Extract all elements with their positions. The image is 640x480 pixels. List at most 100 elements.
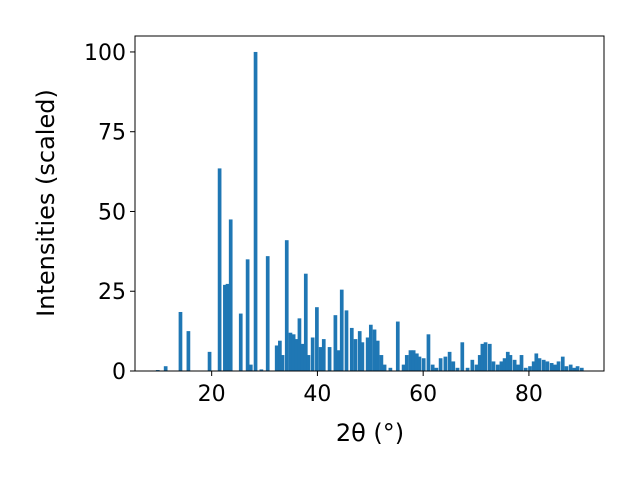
- bar: [430, 364, 435, 371]
- y-tick-label: 25: [98, 280, 126, 305]
- bar: [357, 331, 362, 371]
- bar: [564, 366, 569, 371]
- bar: [382, 364, 387, 371]
- bar: [259, 369, 264, 371]
- bar: [447, 351, 452, 371]
- bar: [303, 273, 308, 371]
- bar: [516, 364, 521, 371]
- bar: [360, 342, 365, 371]
- bar: [315, 307, 319, 371]
- bar: [388, 367, 393, 371]
- bar: [443, 356, 448, 371]
- bar: [531, 361, 536, 371]
- x-axis-label: 2θ (°): [336, 419, 404, 447]
- bar: [375, 340, 380, 371]
- bar: [274, 345, 279, 371]
- bar: [207, 351, 212, 371]
- bar: [512, 359, 517, 371]
- bar: [404, 355, 409, 371]
- bar: [414, 353, 419, 371]
- y-tick-label: 50: [98, 200, 126, 225]
- bar: [545, 361, 550, 371]
- bar: [505, 351, 510, 371]
- bar: [333, 315, 338, 371]
- x-tick-label: 40: [303, 382, 331, 407]
- bar: [575, 366, 580, 371]
- bar: [291, 334, 296, 371]
- bar: [321, 339, 326, 371]
- bar: [408, 350, 413, 371]
- bar: [228, 219, 233, 371]
- bar: [495, 364, 500, 371]
- bar: [278, 340, 282, 371]
- bar: [541, 359, 546, 371]
- bar: [528, 366, 532, 371]
- bar: [534, 353, 539, 371]
- bar: [421, 358, 426, 371]
- bar: [288, 332, 293, 371]
- bar: [480, 343, 485, 371]
- bar: [186, 331, 191, 371]
- bar: [300, 343, 305, 371]
- bar: [294, 339, 299, 371]
- bar: [560, 356, 565, 371]
- bar: [549, 363, 554, 371]
- bar: [265, 256, 270, 371]
- bar: [477, 355, 482, 371]
- bar: [523, 367, 528, 371]
- bar: [163, 366, 168, 371]
- bar: [327, 347, 332, 371]
- bar: [306, 355, 311, 371]
- bar: [372, 329, 377, 371]
- bar: [553, 364, 558, 371]
- bar: [365, 337, 370, 371]
- bar: [245, 259, 250, 371]
- bar: [297, 318, 302, 371]
- y-tick-label: 0: [112, 360, 126, 385]
- bar: [238, 313, 243, 371]
- bar: [499, 361, 504, 371]
- bar: [310, 337, 315, 371]
- bar: [502, 358, 507, 371]
- bar: [451, 361, 456, 371]
- y-axis-label: Intensities (scaled): [32, 89, 60, 317]
- bar: [284, 240, 289, 371]
- bar: [349, 327, 354, 371]
- bar: [426, 334, 431, 371]
- y-tick-label: 100: [84, 41, 126, 66]
- bar: [556, 361, 561, 371]
- bar: [579, 367, 584, 371]
- bar: [519, 355, 524, 371]
- y-tick-label: 75: [98, 121, 126, 146]
- bar: [474, 364, 479, 371]
- bar: [336, 350, 341, 371]
- bar: [223, 284, 227, 371]
- bar: [417, 356, 422, 371]
- x-tick-label: 20: [198, 382, 226, 407]
- bar: [568, 364, 573, 371]
- bar: [434, 367, 439, 371]
- bar: [217, 168, 222, 371]
- bar: [438, 358, 443, 371]
- bar: [339, 289, 344, 371]
- bar: [178, 311, 183, 371]
- x-tick-label: 80: [515, 382, 543, 407]
- bar: [379, 355, 384, 371]
- bar: [483, 342, 488, 371]
- x-tick-label: 60: [409, 382, 437, 407]
- bar: [470, 359, 475, 371]
- bar: [460, 342, 465, 371]
- bar: [411, 350, 416, 371]
- bar: [572, 367, 577, 371]
- bar: [465, 367, 470, 371]
- bar: [537, 358, 542, 371]
- bar: [344, 310, 349, 371]
- bar: [368, 324, 373, 371]
- bar: [508, 355, 513, 371]
- bar: [455, 367, 460, 371]
- bar: [487, 343, 492, 371]
- bar: [401, 364, 406, 371]
- bar: [225, 283, 230, 371]
- bar: [280, 355, 285, 371]
